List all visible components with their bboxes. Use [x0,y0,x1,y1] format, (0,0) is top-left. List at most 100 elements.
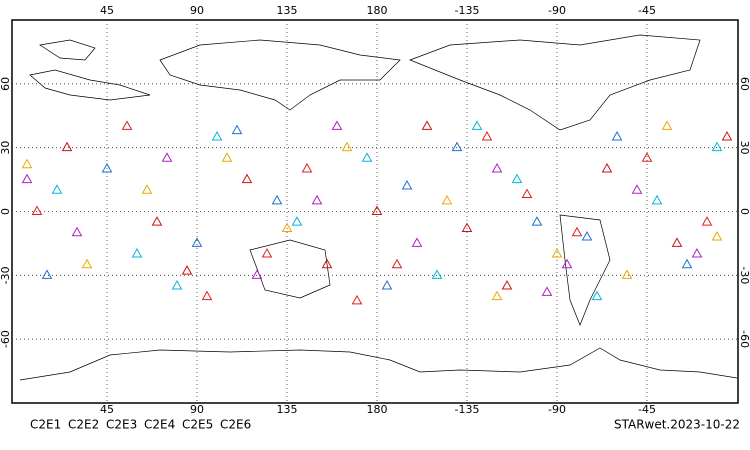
point [561,258,573,269]
point [251,269,263,279]
point [361,152,373,162]
y-tick-label: 0 [0,208,12,215]
point [541,286,553,296]
x-tick-label: -45 [638,4,656,17]
point [481,131,493,141]
point [221,152,233,162]
point [641,152,653,162]
point [71,226,83,237]
point [651,194,663,205]
point [341,141,353,152]
point [231,124,243,135]
point [461,222,473,233]
point [241,173,253,184]
point [21,158,33,169]
point [81,258,93,269]
point [571,226,583,237]
y-tick-label: -60 [0,330,12,348]
x-tick-label: -90 [548,4,566,17]
x-tick-label: 135 [277,403,298,416]
point [121,120,133,130]
point [431,269,443,279]
x-tick-label: -45 [638,403,656,416]
x-tick-label: 180 [367,4,388,17]
point [211,131,223,141]
point [681,258,693,269]
point [401,179,413,190]
point [311,194,323,205]
point [201,290,213,301]
point [491,162,503,173]
point [421,120,433,130]
point [501,279,513,290]
y-tick-label: -30 [0,266,12,284]
legend: C2E1 C2E2 C2E3 C2E4 C2E5 C2E6 [30,418,251,432]
legend-label: C2E1 [30,418,61,432]
point [581,231,593,241]
point [131,248,143,258]
point [271,194,283,205]
x-tick-label: -135 [455,403,480,416]
point [391,258,403,269]
axes: 45 45 90 90 135 135 180 180 -135 -135 -90 -90 -45 -45… [0,4,750,416]
point [291,216,303,226]
y-tick-label: -30 [738,266,750,284]
point [491,290,503,301]
point [101,162,113,173]
point [531,216,543,226]
legend-label: C2E3 [106,418,137,432]
point [411,237,423,247]
point [351,294,363,305]
point [601,162,613,173]
x-tick-label: 90 [190,403,204,416]
point [191,237,203,247]
point [671,237,683,247]
point [321,258,333,269]
point [711,141,723,152]
point [31,205,43,215]
point [61,141,73,152]
point [611,131,623,141]
x-tick-label: 135 [277,4,298,17]
point [711,231,723,241]
point [551,248,563,258]
coastlines [19,34,738,381]
point [21,173,33,184]
y-tick-label: 0 [738,208,750,215]
point [181,265,193,275]
point [591,290,603,301]
x-tick-label: 180 [367,403,388,416]
point [261,248,273,258]
point [441,194,453,205]
y-tick-label: 30 [738,141,750,155]
point [371,205,383,215]
legend-label: C2E6 [220,418,251,432]
point [381,279,393,290]
x-tick-label: 90 [190,4,204,17]
x-tick-label: 45 [100,403,114,416]
point [51,184,63,194]
point [281,222,293,233]
y-tick-label: 60 [0,77,12,91]
x-tick-label: -90 [548,403,566,416]
x-tick-label: 45 [100,4,114,17]
point [661,120,673,130]
legend-label: C2E5 [182,418,213,432]
point [701,216,713,226]
point [721,131,733,141]
point [41,269,53,279]
point [301,162,313,173]
point [331,120,343,130]
point [151,216,163,226]
legend-label: C2E4 [144,418,175,432]
point [631,184,643,194]
point [141,184,153,194]
point [171,279,183,290]
footer: STARwet.2023-10-22 [614,418,740,432]
points [21,120,733,305]
point [471,120,483,130]
legend-label: C2E2 [68,418,99,432]
point [161,152,173,162]
point [451,141,463,152]
